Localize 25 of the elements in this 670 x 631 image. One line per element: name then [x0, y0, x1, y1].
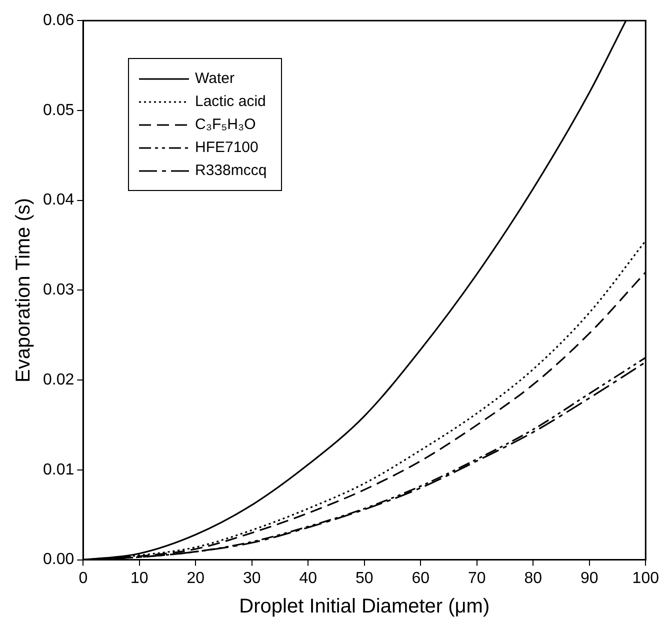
y-tick-label: 0.05 — [43, 102, 74, 119]
x-tick-label: 30 — [242, 570, 261, 587]
legend-label: Lactic acid — [195, 93, 266, 110]
y-tick-label: 0.00 — [43, 551, 74, 568]
legend-label: R338mccq — [195, 162, 267, 179]
y-tick-label: 0.02 — [43, 371, 74, 388]
x-axis-title: Droplet Initial Diameter (μm) — [239, 596, 490, 618]
y-tick-label: 0.06 — [43, 12, 74, 30]
x-tick-label: 50 — [356, 570, 374, 587]
x-tick-label: 10 — [130, 570, 148, 587]
x-tick-label: 70 — [468, 570, 486, 587]
legend-label: HFE7100 — [195, 139, 258, 156]
legend-label: Water — [195, 70, 234, 87]
x-tick-label: 0 — [78, 570, 88, 587]
y-axis-title: Evaporation Time (s) — [12, 198, 35, 382]
y-tick-label: 0.03 — [43, 282, 74, 299]
x-tick-label: 20 — [186, 570, 205, 587]
y-tick-label: 0.01 — [43, 461, 74, 478]
y-tick-label: 0.04 — [43, 192, 74, 209]
x-tick-label: 80 — [524, 570, 542, 587]
x-tick-label: 40 — [299, 570, 318, 587]
legend-label: C₃F₅H₃O — [195, 116, 256, 133]
x-tick-label: 60 — [412, 570, 430, 587]
x-tick-label: 100 — [632, 570, 660, 587]
x-tick-label: 90 — [580, 570, 598, 587]
